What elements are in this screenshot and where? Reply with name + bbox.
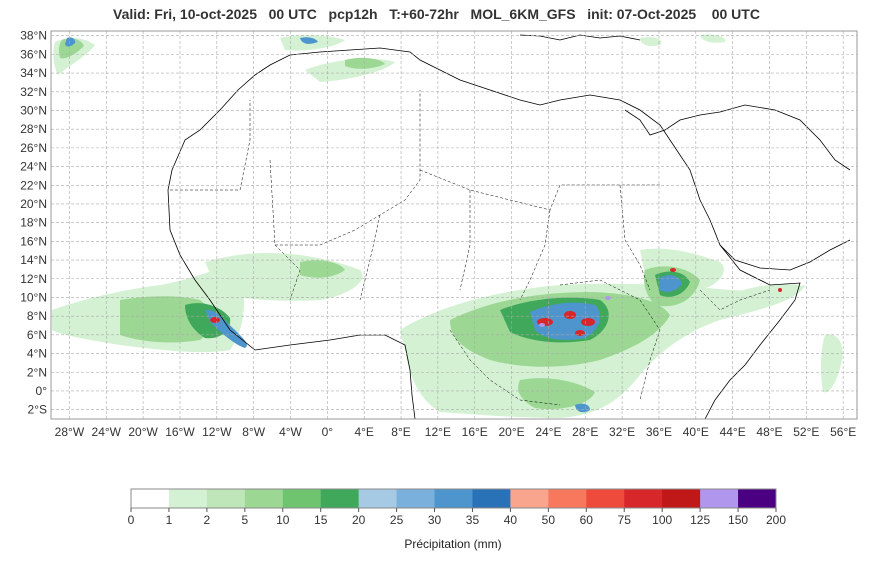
colorbar-tick-label: 60: [580, 513, 594, 527]
colorbar-swatch: [358, 489, 398, 508]
latitude-labels: 38°N 36°N 34°N 32°N 30°N 28°N 26°N 24°N 22°N 20°N…: [20, 29, 47, 417]
colorbar-tick-label: 125: [690, 513, 710, 527]
colorbar-tick-label: 2: [204, 513, 211, 527]
lon-tick-label: 12°W: [202, 425, 232, 439]
colorbar-swatch: [168, 489, 208, 508]
coastlines: [167, 34, 851, 419]
map-gridlines: [51, 31, 857, 419]
lat-tick-label: 4°N: [27, 347, 47, 361]
lat-tick-label: 14°N: [20, 253, 47, 267]
lon-tick-label: 44°E: [720, 425, 746, 439]
colorbar-tick-label: 200: [766, 513, 786, 527]
colorbar-swatch: [624, 489, 663, 508]
lat-tick-label: 34°N: [20, 66, 47, 80]
lat-tick-label: 30°N: [20, 103, 47, 117]
precip-purple: [539, 296, 611, 327]
lat-tick-label: 36°N: [20, 47, 47, 61]
colorbar-swatch: [396, 489, 436, 508]
lon-tick-label: 20°W: [128, 425, 158, 439]
lat-tick-label: 2°N: [27, 365, 47, 379]
lon-tick-label: 16°E: [462, 425, 488, 439]
lon-tick-label: 56°E: [830, 425, 856, 439]
colorbar-swatch: [700, 489, 739, 508]
colorbar-tick-label: 15: [314, 513, 328, 527]
lon-tick-label: 20°E: [498, 425, 524, 439]
lon-tick-label: 4°W: [279, 425, 302, 439]
longitude-labels: 28°W 24°W 20°W 16°W 12°W 8°W 4°W 0° 4°E 8°E 12°E 16…: [55, 425, 857, 439]
lon-tick-label: 12°E: [425, 425, 451, 439]
colorbar-swatch: [320, 489, 360, 508]
lat-tick-label: 10°N: [20, 290, 47, 304]
lon-tick-label: 40°E: [683, 425, 709, 439]
colorbar-tick-label: 35: [466, 513, 480, 527]
colorbar-swatch: [738, 489, 777, 508]
colorbar-tick-label: 150: [728, 513, 748, 527]
precip-blue: [65, 37, 682, 413]
lat-tick-label: 0°: [36, 384, 48, 398]
colorbar-tick-label: 10: [276, 513, 290, 527]
colorbar-frame: [130, 488, 777, 509]
lat-tick-label: 8°N: [27, 309, 47, 323]
lon-tick-label: 8°W: [242, 425, 265, 439]
colorbar-swatch: [662, 489, 701, 508]
colorbar-label: Précipitation (mm): [404, 537, 502, 551]
lon-tick-label: 32°E: [609, 425, 635, 439]
lon-tick-label: 24°W: [92, 425, 122, 439]
lat-tick-label: 6°N: [27, 328, 47, 342]
lon-tick-label: 24°E: [535, 425, 561, 439]
colorbar-swatch: [244, 489, 284, 508]
lon-tick-label: 52°E: [793, 425, 819, 439]
lat-tick-label: 12°N: [20, 272, 47, 286]
colorbar-tick-label: 25: [390, 513, 404, 527]
colorbar-tick-label: 30: [428, 513, 442, 527]
colorbar-swatch: [131, 489, 170, 508]
colorbar-swatch: [282, 489, 322, 508]
map-frame: [50, 30, 858, 420]
colorbar-swatch: [586, 489, 625, 508]
colorbar-tick-label: 5: [241, 513, 248, 527]
colorbar: 0 1 2 5 10 15 20 25 30 35 40 50 60 75 100 125 150 200: [128, 488, 786, 527]
lat-tick-label: 28°N: [20, 122, 47, 136]
colorbar-swatch: [472, 489, 511, 508]
lat-tick-label: 26°N: [20, 141, 47, 155]
colorbar-swatch: [434, 489, 473, 508]
lat-tick-label: 38°N: [20, 29, 47, 43]
lon-tick-label: 0°: [322, 425, 334, 439]
precipitation-field: [52, 34, 851, 419]
colorbar-tick-label: 0: [128, 513, 135, 527]
colorbar-tick-label: 50: [542, 513, 556, 527]
lat-tick-label: 16°N: [20, 234, 47, 248]
lon-tick-label: 28°E: [572, 425, 598, 439]
lon-tick-label: 36°E: [646, 425, 672, 439]
lat-tick-label: 18°N: [20, 216, 47, 230]
colorbar-swatch: [206, 489, 246, 508]
colorbar-tick-label: 75: [618, 513, 632, 527]
lon-tick-label: 8°E: [391, 425, 410, 439]
lon-tick-label: 48°E: [756, 425, 782, 439]
map-title: Valid: Fri, 10-oct-2025 00 UTC pcp12h T:…: [113, 6, 760, 22]
colorbar-tick-label: 20: [352, 513, 366, 527]
lon-tick-label: 4°E: [354, 425, 373, 439]
lat-tick-label: 24°N: [20, 160, 47, 174]
lat-tick-label: 22°N: [20, 178, 47, 192]
lon-tick-label: 28°W: [55, 425, 85, 439]
lat-tick-label: 32°N: [20, 85, 47, 99]
colorbar-swatch: [548, 489, 587, 508]
lat-tick-label: 2°S: [28, 403, 47, 417]
colorbar-tick-label: 100: [652, 513, 672, 527]
lat-tick-label: 20°N: [20, 197, 47, 211]
colorbar-tick-label: 40: [504, 513, 518, 527]
colorbar-swatch: [510, 489, 549, 508]
lon-tick-label: 16°W: [165, 425, 195, 439]
colorbar-tick-label: 1: [166, 513, 173, 527]
